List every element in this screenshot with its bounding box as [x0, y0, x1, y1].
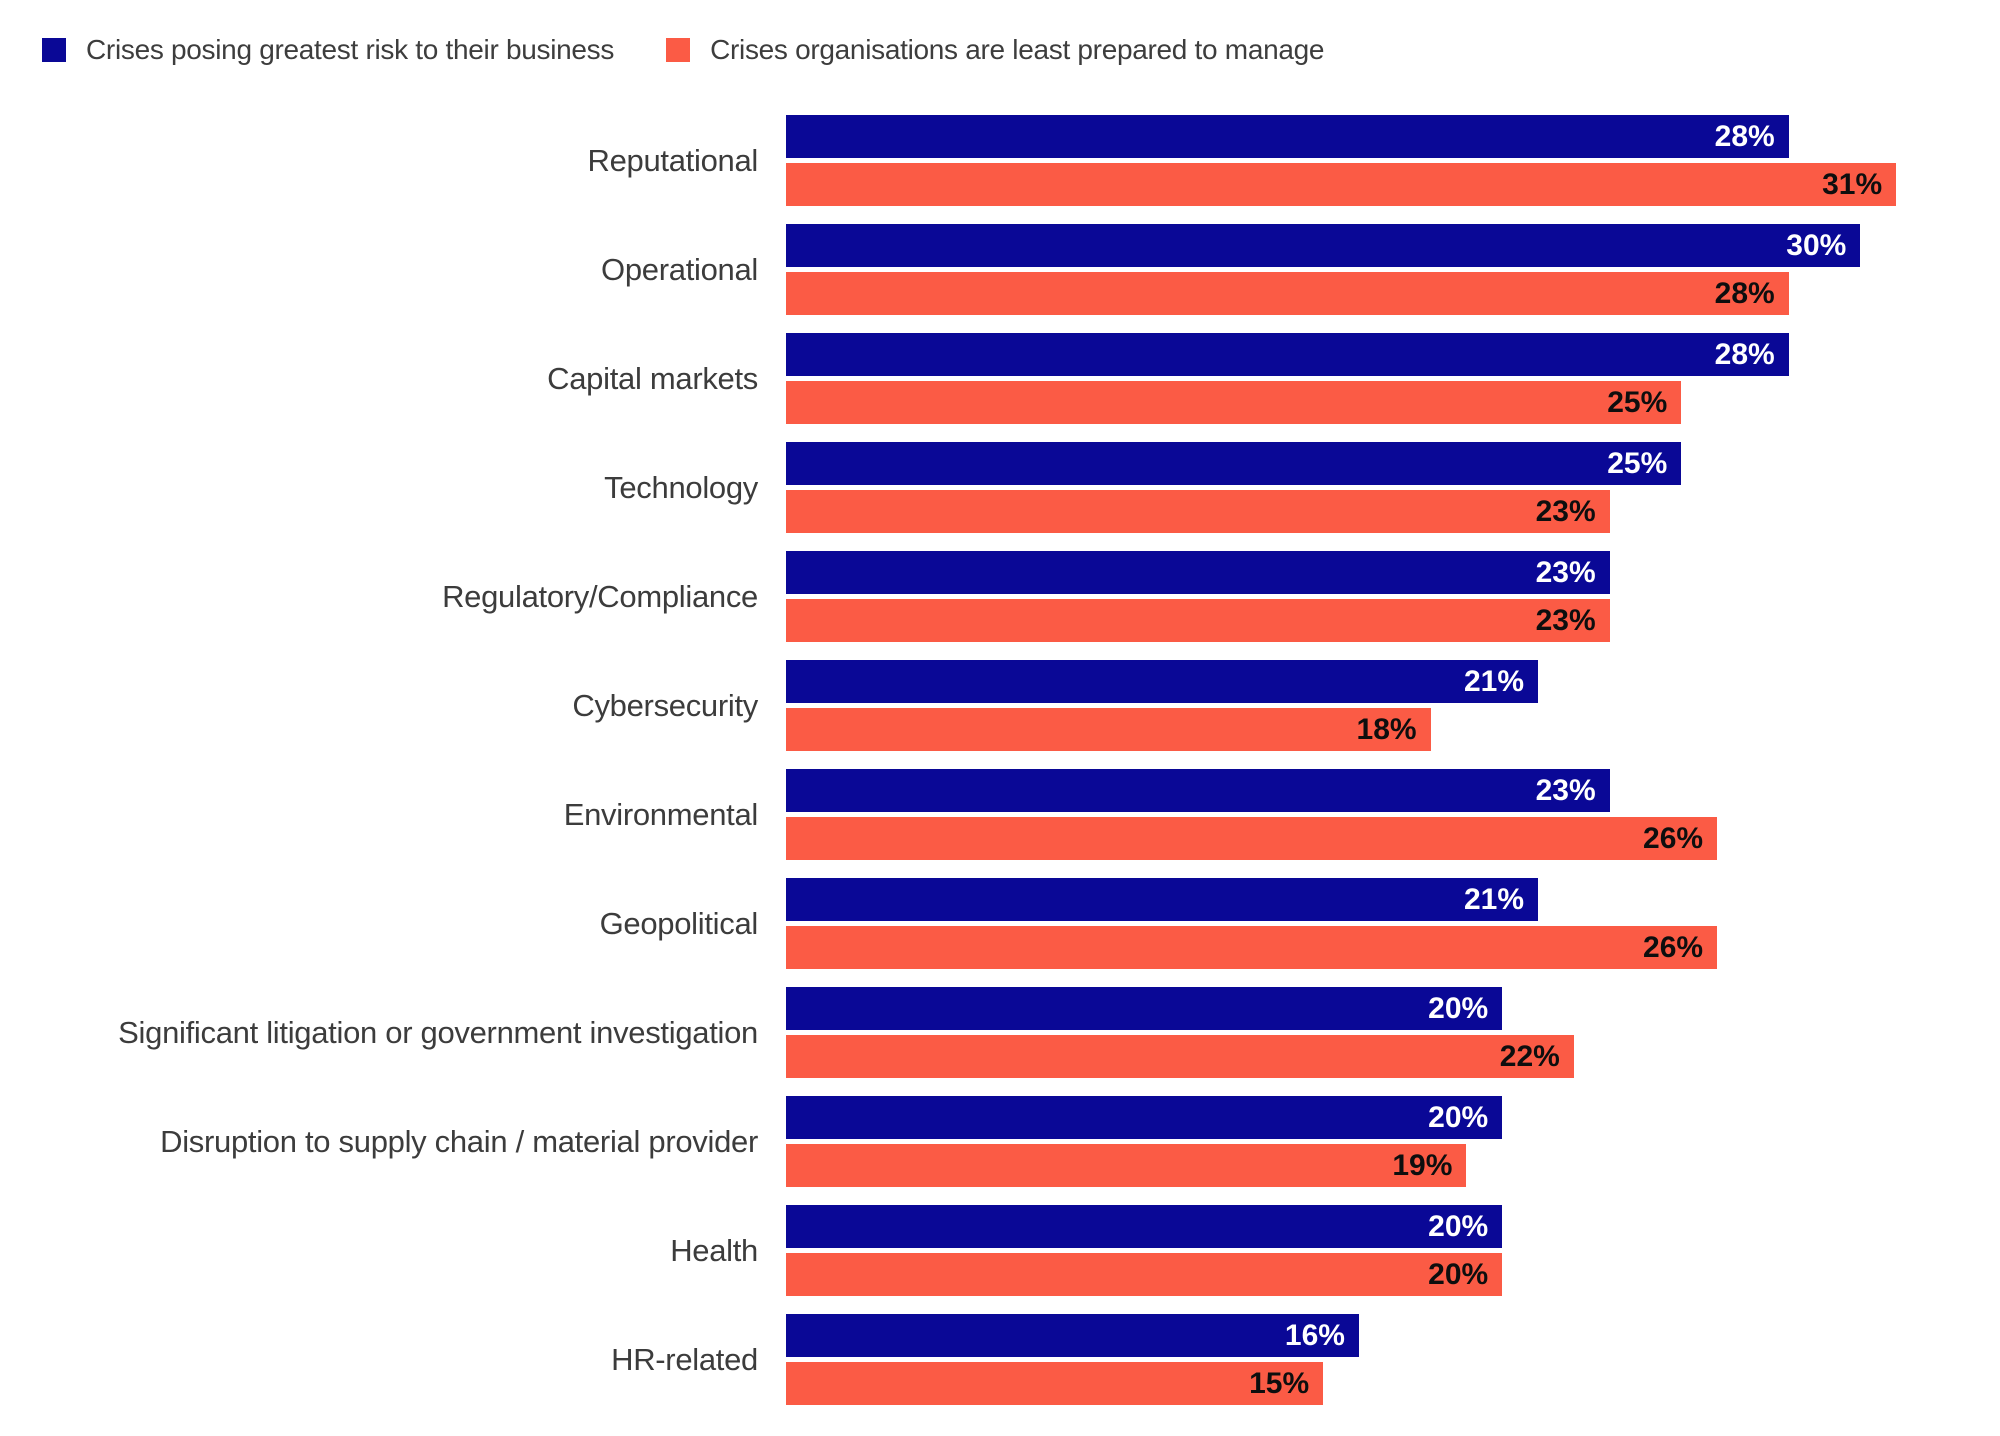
- value-label: 23%: [1535, 773, 1596, 807]
- prepared-bar: 22%: [786, 1035, 1574, 1078]
- value-label: 23%: [1535, 603, 1596, 637]
- prepared-bar: 26%: [786, 926, 1718, 969]
- risk-bar: 23%: [786, 769, 1610, 812]
- bar-pair: 20% 20%: [786, 1205, 2000, 1296]
- value-label: 25%: [1607, 446, 1668, 480]
- chart-row: Disruption to supply chain / material pr…: [0, 1087, 2000, 1196]
- bar-pair: 20% 19%: [786, 1096, 2000, 1187]
- value-label: 28%: [1714, 276, 1775, 310]
- value-label: 23%: [1535, 555, 1596, 589]
- chart-row: Operational 30% 28%: [0, 215, 2000, 324]
- chart-row: Reputational 28% 31%: [0, 106, 2000, 215]
- bar-pair: 16% 15%: [786, 1314, 2000, 1405]
- value-label: 20%: [1428, 1257, 1489, 1291]
- risk-bar: 28%: [786, 115, 1789, 158]
- chart-row: Health 20% 20%: [0, 1196, 2000, 1305]
- prepared-bar: 23%: [786, 599, 1610, 642]
- category-label: Capital markets: [547, 360, 758, 396]
- bar-pair: 21% 26%: [786, 878, 2000, 969]
- prepared-bar: 28%: [786, 272, 1789, 315]
- chart-legend: Crises posing greatest risk to their bus…: [0, 0, 2000, 72]
- bar-pair: 28% 25%: [786, 333, 2000, 424]
- chart-row: Significant litigation or government inv…: [0, 978, 2000, 1087]
- value-label: 20%: [1428, 1209, 1489, 1243]
- risk-bar: 20%: [786, 1096, 1503, 1139]
- prepared-bar: 18%: [786, 708, 1431, 751]
- chart-row: Technology 25% 23%: [0, 433, 2000, 542]
- category-label: Environmental: [563, 796, 759, 832]
- value-label: 16%: [1284, 1318, 1345, 1352]
- value-label: 31%: [1822, 167, 1883, 201]
- bar-pair: 28% 31%: [786, 115, 2000, 206]
- value-label: 18%: [1356, 712, 1417, 746]
- value-label: 23%: [1535, 494, 1596, 528]
- category-label: Reputational: [587, 142, 759, 178]
- value-label: 30%: [1786, 228, 1847, 262]
- category-label: Geopolitical: [599, 905, 759, 941]
- risk-bar: 30%: [786, 224, 1861, 267]
- value-label: 21%: [1463, 664, 1525, 698]
- legend-item-prepared: Crises organisations are least prepared …: [666, 34, 1324, 66]
- prepared-bar: 23%: [786, 490, 1610, 533]
- prepared-bar: 25%: [786, 381, 1682, 424]
- risk-bar: 25%: [786, 442, 1682, 485]
- legend-label-risk: Crises posing greatest risk to their bus…: [86, 34, 615, 65]
- risk-bar: 21%: [786, 878, 1539, 921]
- value-label: 22%: [1499, 1039, 1560, 1073]
- bar-pair: 25% 23%: [786, 442, 2000, 533]
- value-label: 20%: [1428, 991, 1489, 1025]
- prepared-bar: 19%: [786, 1144, 1467, 1187]
- risk-bar: 20%: [786, 987, 1503, 1030]
- legend-item-risk: Crises posing greatest risk to their bus…: [42, 34, 614, 66]
- legend-label-prepared: Crises organisations are least prepared …: [710, 34, 1325, 65]
- chart-row: Environmental 23% 26%: [0, 760, 2000, 869]
- category-label: Technology: [604, 469, 758, 505]
- category-label: Health: [670, 1232, 758, 1268]
- value-label: 26%: [1643, 930, 1704, 964]
- value-label: 19%: [1392, 1148, 1453, 1182]
- legend-swatch-prepared-icon: [666, 38, 691, 62]
- category-label: Regulatory/Compliance: [442, 578, 758, 614]
- risk-bar: 28%: [786, 333, 1789, 376]
- bar-pair: 30% 28%: [786, 224, 2000, 315]
- bar-pair: 21% 18%: [786, 660, 2000, 751]
- legend-swatch-risk-icon: [42, 38, 66, 62]
- bar-pair: 20% 22%: [786, 987, 2000, 1078]
- chart-row: Capital markets 28% 25%: [0, 324, 2000, 433]
- prepared-bar: 31%: [786, 163, 1897, 206]
- prepared-bar: 20%: [786, 1253, 1503, 1296]
- value-label: 26%: [1643, 821, 1704, 855]
- risk-bar: 23%: [786, 551, 1610, 594]
- bar-pair: 23% 23%: [786, 551, 2000, 642]
- chart-row: HR-related 16% 15%: [0, 1305, 2000, 1414]
- value-label: 28%: [1714, 119, 1775, 153]
- category-label: Disruption to supply chain / material pr…: [160, 1123, 758, 1159]
- value-label: 21%: [1463, 882, 1525, 916]
- category-label: Cybersecurity: [572, 687, 758, 723]
- chart-row: Regulatory/Compliance 23% 23%: [0, 542, 2000, 651]
- prepared-bar: 26%: [786, 817, 1718, 860]
- value-label: 25%: [1607, 385, 1668, 419]
- chart-row: Cybersecurity 21% 18%: [0, 651, 2000, 760]
- value-label: 20%: [1428, 1100, 1489, 1134]
- bar-pair: 23% 26%: [786, 769, 2000, 860]
- value-label: 28%: [1714, 337, 1775, 371]
- risk-bar: 16%: [786, 1314, 1359, 1357]
- value-label: 15%: [1249, 1366, 1310, 1400]
- category-label: HR-related: [611, 1341, 758, 1377]
- risk-bar: 20%: [786, 1205, 1503, 1248]
- category-label: Operational: [601, 251, 758, 287]
- prepared-bar: 15%: [786, 1362, 1324, 1405]
- risk-bar: 21%: [786, 660, 1539, 703]
- category-label: Significant litigation or government inv…: [118, 1014, 758, 1050]
- chart-row: Geopolitical 21% 26%: [0, 869, 2000, 978]
- bar-chart-plot-area: Reputational 28% 31% Operational 30% 28% Capit…: [0, 106, 2000, 1414]
